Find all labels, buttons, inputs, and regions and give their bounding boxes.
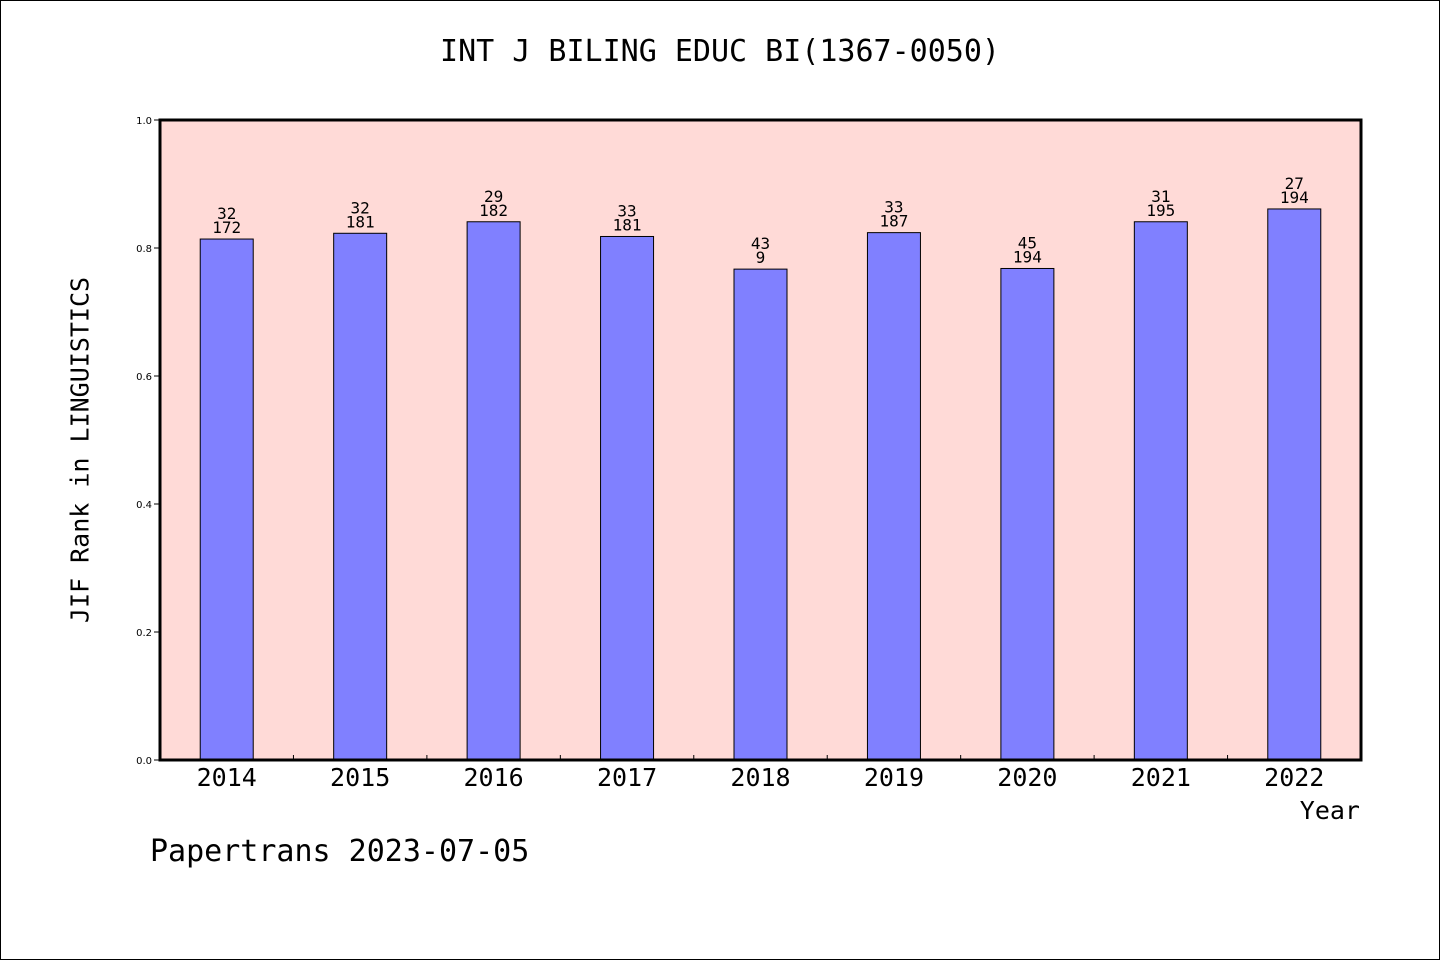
x-tick-label: 2021: [1131, 763, 1191, 792]
bar-rank-label: 32: [351, 198, 370, 217]
bar-rank-label: 33: [617, 201, 636, 220]
bar-rank-label: 27: [1285, 174, 1304, 193]
x-tick-label: 2019: [864, 763, 924, 792]
chart-title: INT J BILING EDUC BI(1367-0050): [440, 34, 1000, 69]
bar-total-label: 194: [1280, 188, 1309, 207]
y-tick-label: 0.8: [136, 244, 152, 255]
plot-border: [158, 118, 1363, 762]
bar: [199, 238, 254, 761]
bar-total-label: 182: [479, 201, 508, 220]
bar-total-label: 187: [879, 212, 908, 231]
bar: [866, 232, 921, 761]
bar-rank-label: 45: [1018, 233, 1037, 252]
x-tick-label: 2016: [464, 763, 524, 792]
bar-rank-label: 43: [751, 234, 770, 253]
y-tick-label: 1.0: [136, 116, 152, 127]
bar-total-label: 181: [613, 215, 642, 234]
bar-total-label: 172: [212, 218, 241, 237]
bar-rank-label: 29: [484, 187, 503, 206]
bar-total-label: 181: [346, 212, 375, 231]
bar: [333, 232, 388, 761]
x-tick-label: 2017: [597, 763, 657, 792]
x-tick-label: 2022: [1264, 763, 1324, 792]
bar-rank-label: 32: [217, 204, 236, 223]
bar-total-label: 194: [1013, 247, 1042, 266]
bar: [733, 268, 788, 761]
bar-rank-label: 33: [884, 198, 903, 217]
bar: [1133, 221, 1188, 761]
x-axis-label: Year: [1299, 796, 1360, 825]
x-tick-label: 2018: [730, 763, 790, 792]
x-tick-label: 2014: [197, 763, 257, 792]
y-tick-label: 0.2: [136, 628, 152, 639]
bar-rank-label: 31: [1151, 187, 1170, 206]
y-tick-label: 0.4: [136, 500, 152, 511]
bar-total-label: 9: [756, 248, 766, 267]
x-tick-label: 2020: [997, 763, 1057, 792]
bar: [1267, 208, 1322, 761]
footer-watermark: Papertrans 2023-07-05: [150, 834, 530, 869]
y-tick-label: 0.0: [136, 756, 152, 767]
y-tick-label: 0.6: [136, 372, 152, 383]
bar: [1000, 267, 1055, 761]
bar: [600, 235, 655, 761]
x-tick-label: 2015: [330, 763, 390, 792]
bar: [466, 221, 521, 761]
bar-total-label: 195: [1146, 201, 1175, 220]
